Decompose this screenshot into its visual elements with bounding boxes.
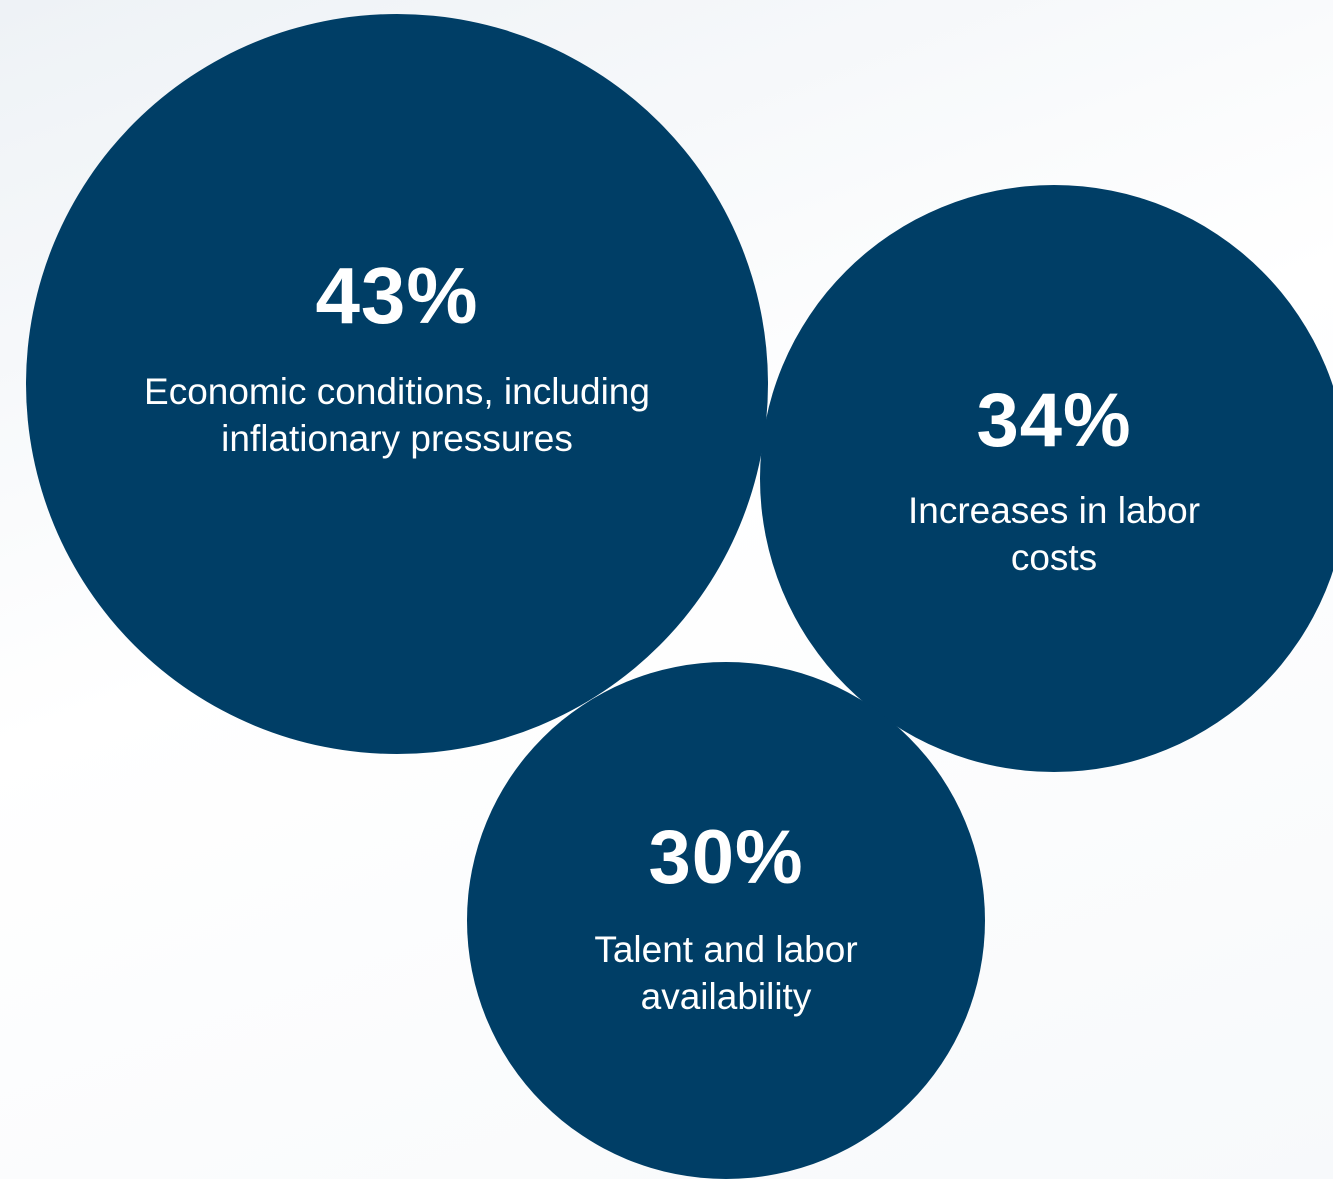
bubble-value: 34% — [976, 378, 1132, 463]
bubble-talent-availability: 30% Talent and labor availability — [467, 662, 985, 1179]
bubble-label: Increases in labor costs — [907, 490, 1201, 578]
bubble-label: Talent and labor availability — [594, 929, 858, 1017]
bubble-economic-conditions: 43% Economic conditions, including infla… — [26, 14, 768, 754]
bubble-value: 30% — [648, 815, 804, 900]
bubble-label: Economic conditions, including inflation… — [144, 371, 650, 459]
bubble-labor-costs: 34% Increases in labor costs — [760, 185, 1333, 772]
bubble-value: 43% — [315, 251, 479, 340]
